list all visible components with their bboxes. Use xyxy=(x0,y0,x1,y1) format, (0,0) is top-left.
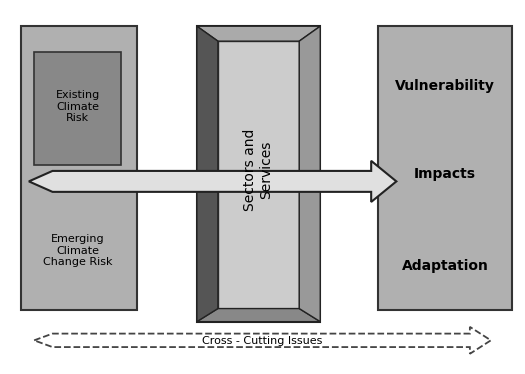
Bar xyxy=(218,41,299,309)
Polygon shape xyxy=(197,26,218,322)
Text: Existing
Climate
Risk: Existing Climate Risk xyxy=(56,90,100,123)
Text: Adaptation: Adaptation xyxy=(402,258,489,273)
Polygon shape xyxy=(299,26,320,322)
Polygon shape xyxy=(197,26,320,41)
Text: Cross - Cutting Issues: Cross - Cutting Issues xyxy=(202,336,323,346)
Polygon shape xyxy=(197,309,320,322)
Bar xyxy=(197,26,320,322)
Text: Emerging
Climate
Change Risk: Emerging Climate Change Risk xyxy=(43,234,112,267)
Text: Impacts: Impacts xyxy=(414,167,476,181)
Bar xyxy=(378,26,512,310)
Text: Vulnerability: Vulnerability xyxy=(395,79,495,93)
Text: Sectors and
Services: Sectors and Services xyxy=(243,129,274,211)
Polygon shape xyxy=(34,327,491,354)
Bar xyxy=(34,52,121,165)
Bar xyxy=(21,26,136,310)
Polygon shape xyxy=(29,161,396,202)
